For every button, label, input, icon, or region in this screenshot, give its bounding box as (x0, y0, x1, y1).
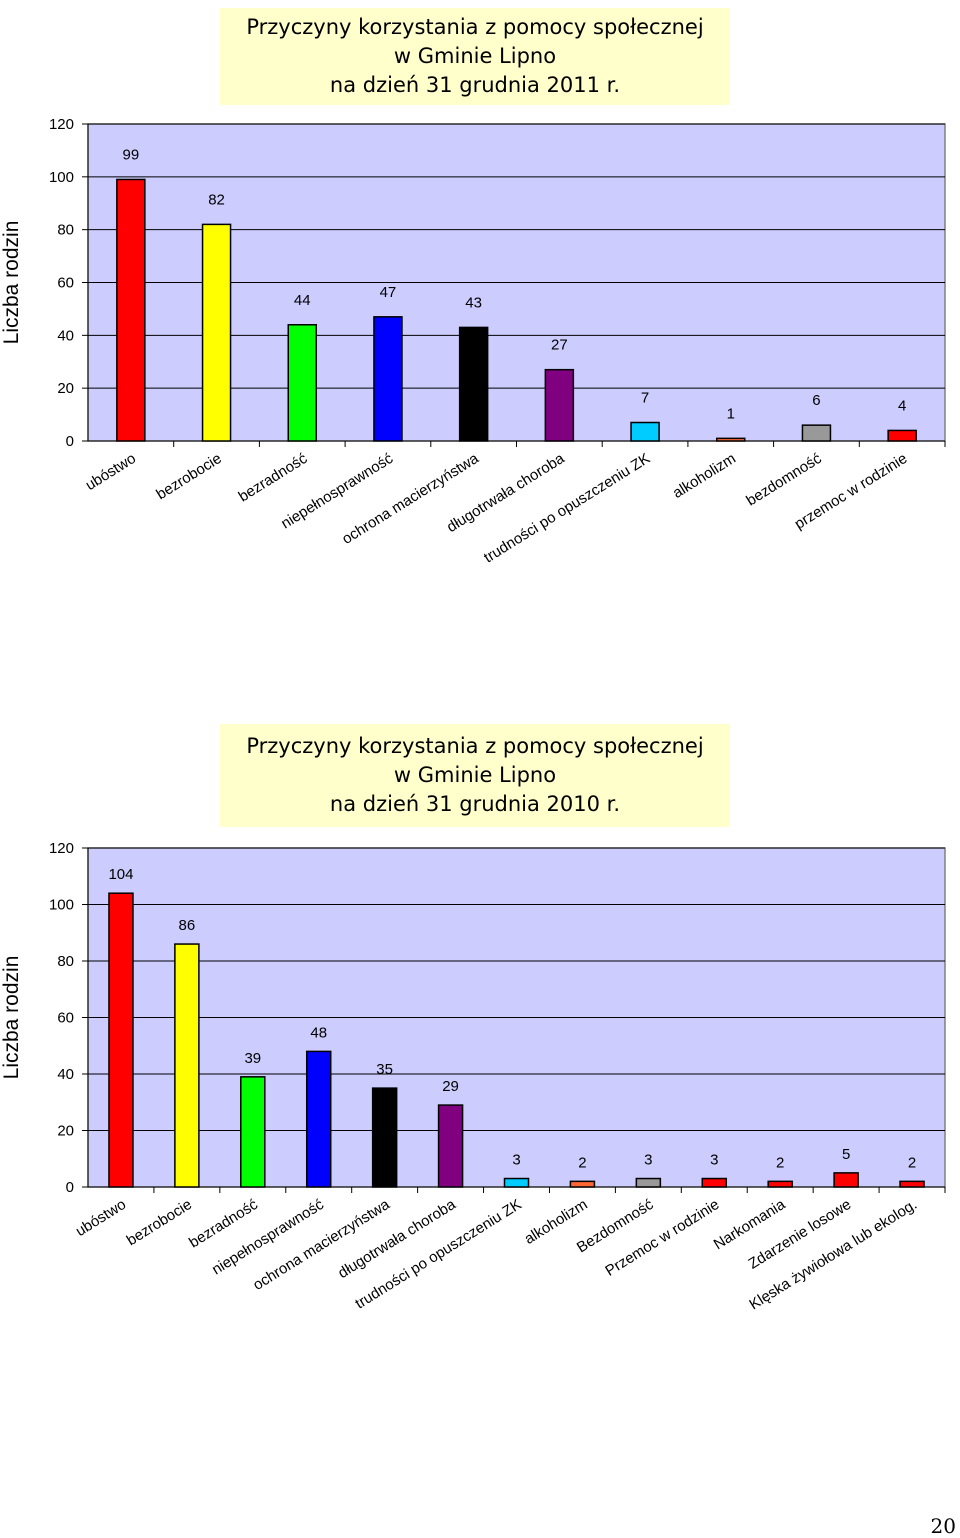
bar-8 (569, 1180, 596, 1188)
data-label: 1 (727, 405, 735, 422)
y-tick-label: 100 (49, 897, 74, 914)
data-label: 82 (208, 191, 225, 208)
data-label: 2 (776, 1154, 784, 1171)
bar-4 (373, 316, 403, 442)
category-label: bezdomność (743, 450, 825, 510)
data-label: 47 (380, 284, 397, 301)
data-label: 44 (294, 292, 311, 309)
bar-10 (887, 429, 917, 442)
bar-5 (458, 326, 489, 442)
category-label: alkoholizm (670, 450, 739, 502)
chart2-title-line2: w Gminie Lipno (393, 763, 557, 787)
category-label: ochrona macierzyństwa (339, 450, 482, 548)
bar-5 (371, 1087, 398, 1188)
category-label: niepełnosprawność (209, 1196, 327, 1279)
y-tick-label: 80 (57, 953, 74, 970)
bar-10 (701, 1177, 728, 1188)
data-label: 2 (578, 1154, 586, 1171)
data-label: 3 (644, 1152, 652, 1169)
data-label: 43 (465, 294, 482, 311)
category-label: bezradność (236, 450, 311, 506)
y-tick-label: 100 (49, 169, 74, 186)
y-tick-label: 40 (57, 327, 74, 344)
bar-9 (801, 424, 832, 442)
category-label: Przemoc w rodzinie (602, 1196, 722, 1280)
data-label: 6 (812, 392, 820, 409)
chart1-title-line2: w Gminie Lipno (393, 44, 557, 68)
y-tick-label: 60 (57, 275, 74, 292)
bar-8 (716, 437, 746, 442)
data-label: 39 (244, 1050, 261, 1067)
bar-4 (305, 1050, 332, 1188)
bar-11 (767, 1180, 793, 1188)
y-tick-label: 120 (49, 840, 74, 857)
data-label: 3 (512, 1152, 520, 1169)
bar-13 (899, 1180, 925, 1188)
chart2-title: Przyczyny korzystania z pomocy społeczne… (220, 724, 730, 827)
data-label: 35 (376, 1061, 393, 1078)
y-tick-label: 20 (57, 1123, 74, 1140)
data-label: 7 (641, 390, 649, 407)
category-label: ubóstwo (73, 1196, 129, 1240)
chart1-title: Przyczyny korzystania z pomocy społeczne… (220, 8, 730, 105)
data-label: 3 (710, 1152, 718, 1169)
category-label: trudności po opuszczeniu ZK (481, 450, 653, 566)
chart2-bar-chart: 0 20 40 60 80 100 120 Liczba rodzin 104 ubóstwo 86… (0, 840, 946, 1313)
y-tick-label: 0 (66, 433, 74, 450)
bar-1 (108, 892, 134, 1188)
y-axis-label: Liczba rodzin (0, 221, 23, 345)
data-label: 99 (123, 146, 140, 163)
bar-1 (116, 178, 146, 442)
bar-7 (503, 1177, 530, 1188)
chart2-title-line3: na dzień 31 grudnia 2010 r. (329, 792, 621, 816)
data-label: 27 (551, 337, 568, 354)
data-label: 104 (108, 866, 133, 883)
chart1-title-line3: na dzień 31 grudnia 2011 r. (329, 73, 621, 97)
data-label: 86 (179, 917, 196, 934)
category-label: bezrobocie (124, 1196, 195, 1249)
bar-6 (544, 368, 575, 442)
chart1-bar-chart: 0 20 40 60 80 100 120 Liczba rodzin 99 ubóstwo 82 b… (0, 116, 946, 566)
chart2-title-line1: Przyczyny korzystania z pomocy społeczne… (246, 734, 704, 758)
bar-3 (240, 1076, 266, 1188)
y-tick-label: 40 (57, 1066, 74, 1083)
y-tick-label: 20 (57, 380, 74, 397)
y-tick-label: 80 (57, 222, 74, 239)
bar-9 (635, 1177, 662, 1188)
y-tick-label: 60 (57, 1010, 74, 1027)
data-label: 29 (442, 1078, 459, 1095)
data-label: 48 (310, 1024, 327, 1041)
chart1-title-line1: Przyczyny korzystania z pomocy społeczne… (246, 15, 704, 39)
bar-7 (630, 421, 660, 442)
y-tick-label: 120 (49, 116, 74, 133)
bar-2 (201, 223, 232, 442)
bar-3 (287, 324, 317, 442)
y-tick-label: 0 (66, 1179, 74, 1196)
y-axis-label: Liczba rodzin (0, 956, 23, 1080)
bar-2 (174, 943, 200, 1188)
bar-12 (833, 1172, 859, 1188)
category-label: ubóstwo (83, 450, 139, 494)
page-number: 20 (930, 1514, 956, 1538)
category-label: bezrobocie (153, 450, 224, 503)
data-label: 5 (842, 1146, 850, 1163)
data-label: 4 (898, 397, 906, 414)
bar-6 (437, 1104, 464, 1188)
data-label: 2 (908, 1154, 916, 1171)
